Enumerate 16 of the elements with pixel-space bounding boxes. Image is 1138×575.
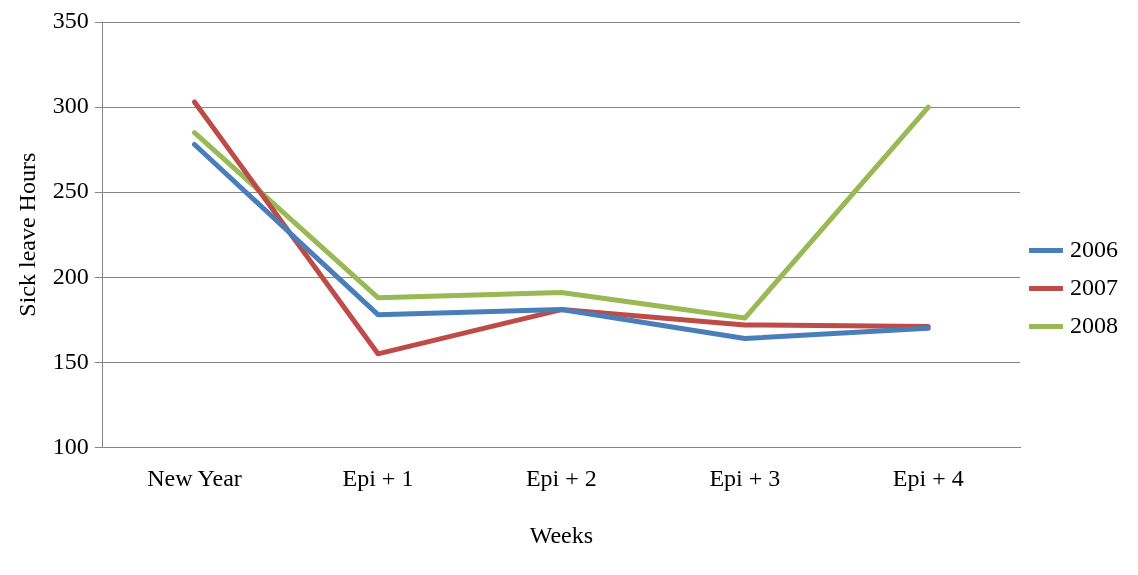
y-axis-title: Sick leave Hours — [13, 152, 40, 317]
y-tick-label: 150 — [52, 347, 89, 374]
y-tick-label: 100 — [52, 432, 89, 459]
y-tick-label: 350 — [52, 7, 89, 34]
y-tick-label: 250 — [52, 177, 89, 204]
legend-label: 2008 — [1070, 311, 1118, 338]
x-tick-label: Epi + 2 — [525, 465, 597, 492]
legend-label: 2007 — [1070, 273, 1118, 300]
x-tick-label: Epi + 4 — [892, 465, 964, 492]
legend-label: 2006 — [1070, 235, 1118, 262]
x-tick-label: Epi + 3 — [709, 465, 781, 492]
x-tick-label: Epi + 1 — [342, 465, 414, 492]
x-axis-title: Weeks — [529, 521, 594, 548]
y-tick-label: 300 — [52, 92, 89, 119]
x-tick-label: New Year — [147, 465, 242, 492]
y-tick-label: 200 — [52, 262, 89, 289]
